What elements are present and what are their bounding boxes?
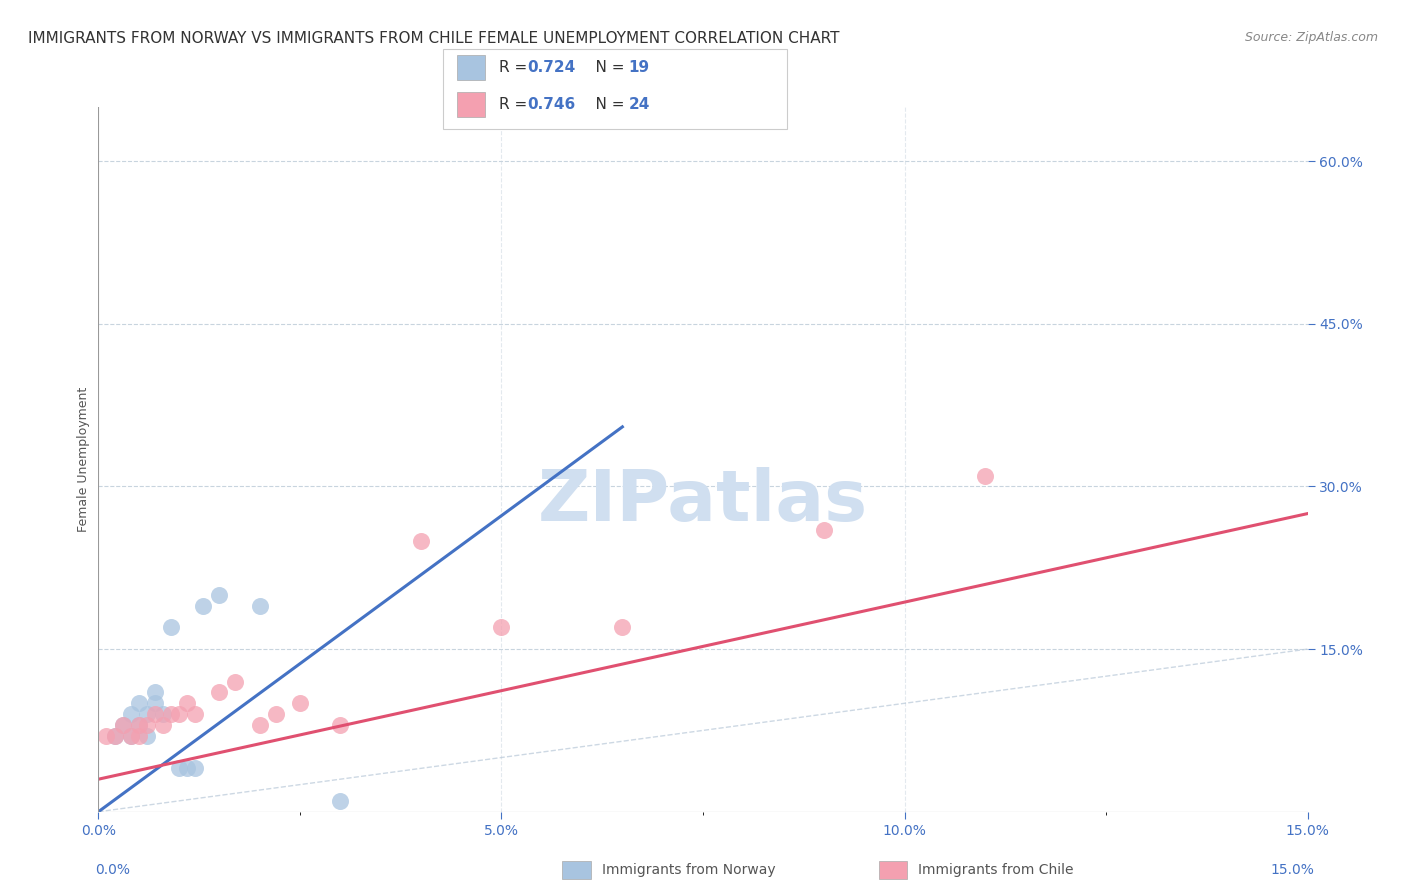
Point (974, 468, 997, 483)
Point (612, 620, 634, 634)
Point (103, 729, 125, 743)
Point (120, 729, 142, 743)
Point (160, 707, 183, 722)
Point (813, 523, 835, 537)
Text: Immigrants from Chile: Immigrants from Chile (918, 863, 1074, 877)
Point (120, 729, 142, 743)
Point (329, 794, 352, 808)
Point (143, 707, 166, 722)
Text: 15.0%: 15.0% (1271, 863, 1315, 877)
Text: 0.0%: 0.0% (96, 863, 131, 877)
Text: R =: R = (499, 97, 533, 112)
Point (152, 707, 174, 722)
Point (249, 599, 271, 613)
Point (208, 588, 231, 602)
Point (111, 718, 134, 732)
Point (160, 620, 183, 634)
Text: N =: N = (576, 60, 630, 75)
Point (208, 685, 231, 699)
Text: N =: N = (576, 97, 630, 112)
Point (128, 729, 150, 743)
Text: 24: 24 (628, 97, 650, 112)
Text: 0.724: 0.724 (527, 60, 575, 75)
Text: IMMIGRANTS FROM NORWAY VS IMMIGRANTS FROM CHILE FEMALE UNEMPLOYMENT CORRELATION : IMMIGRANTS FROM NORWAY VS IMMIGRANTS FRO… (28, 31, 839, 46)
Point (409, 533, 432, 548)
Point (167, 761, 190, 775)
Point (120, 707, 142, 722)
Point (184, 761, 207, 775)
Text: ZIPatlas: ZIPatlas (538, 467, 868, 536)
Point (128, 696, 150, 710)
Point (249, 718, 271, 732)
Point (167, 707, 190, 722)
Point (193, 599, 215, 613)
Text: Immigrants from Norway: Immigrants from Norway (602, 863, 775, 877)
Point (184, 707, 207, 722)
Y-axis label: Female Unemployment: Female Unemployment (77, 387, 90, 532)
Point (288, 696, 311, 710)
Point (128, 718, 150, 732)
Point (143, 685, 166, 699)
Text: 0.746: 0.746 (527, 97, 575, 112)
Point (135, 729, 157, 743)
Point (491, 620, 513, 634)
Point (224, 674, 246, 689)
Point (103, 729, 125, 743)
Point (264, 707, 287, 722)
Point (128, 718, 150, 732)
Point (96, 729, 118, 743)
Point (135, 718, 157, 732)
Point (135, 707, 157, 722)
Point (176, 761, 198, 775)
Point (152, 718, 174, 732)
Text: 19: 19 (628, 60, 650, 75)
Point (329, 718, 352, 732)
Point (143, 696, 166, 710)
Text: R =: R = (499, 60, 533, 75)
Point (176, 696, 198, 710)
Point (111, 718, 134, 732)
Text: Source: ZipAtlas.com: Source: ZipAtlas.com (1244, 31, 1378, 45)
